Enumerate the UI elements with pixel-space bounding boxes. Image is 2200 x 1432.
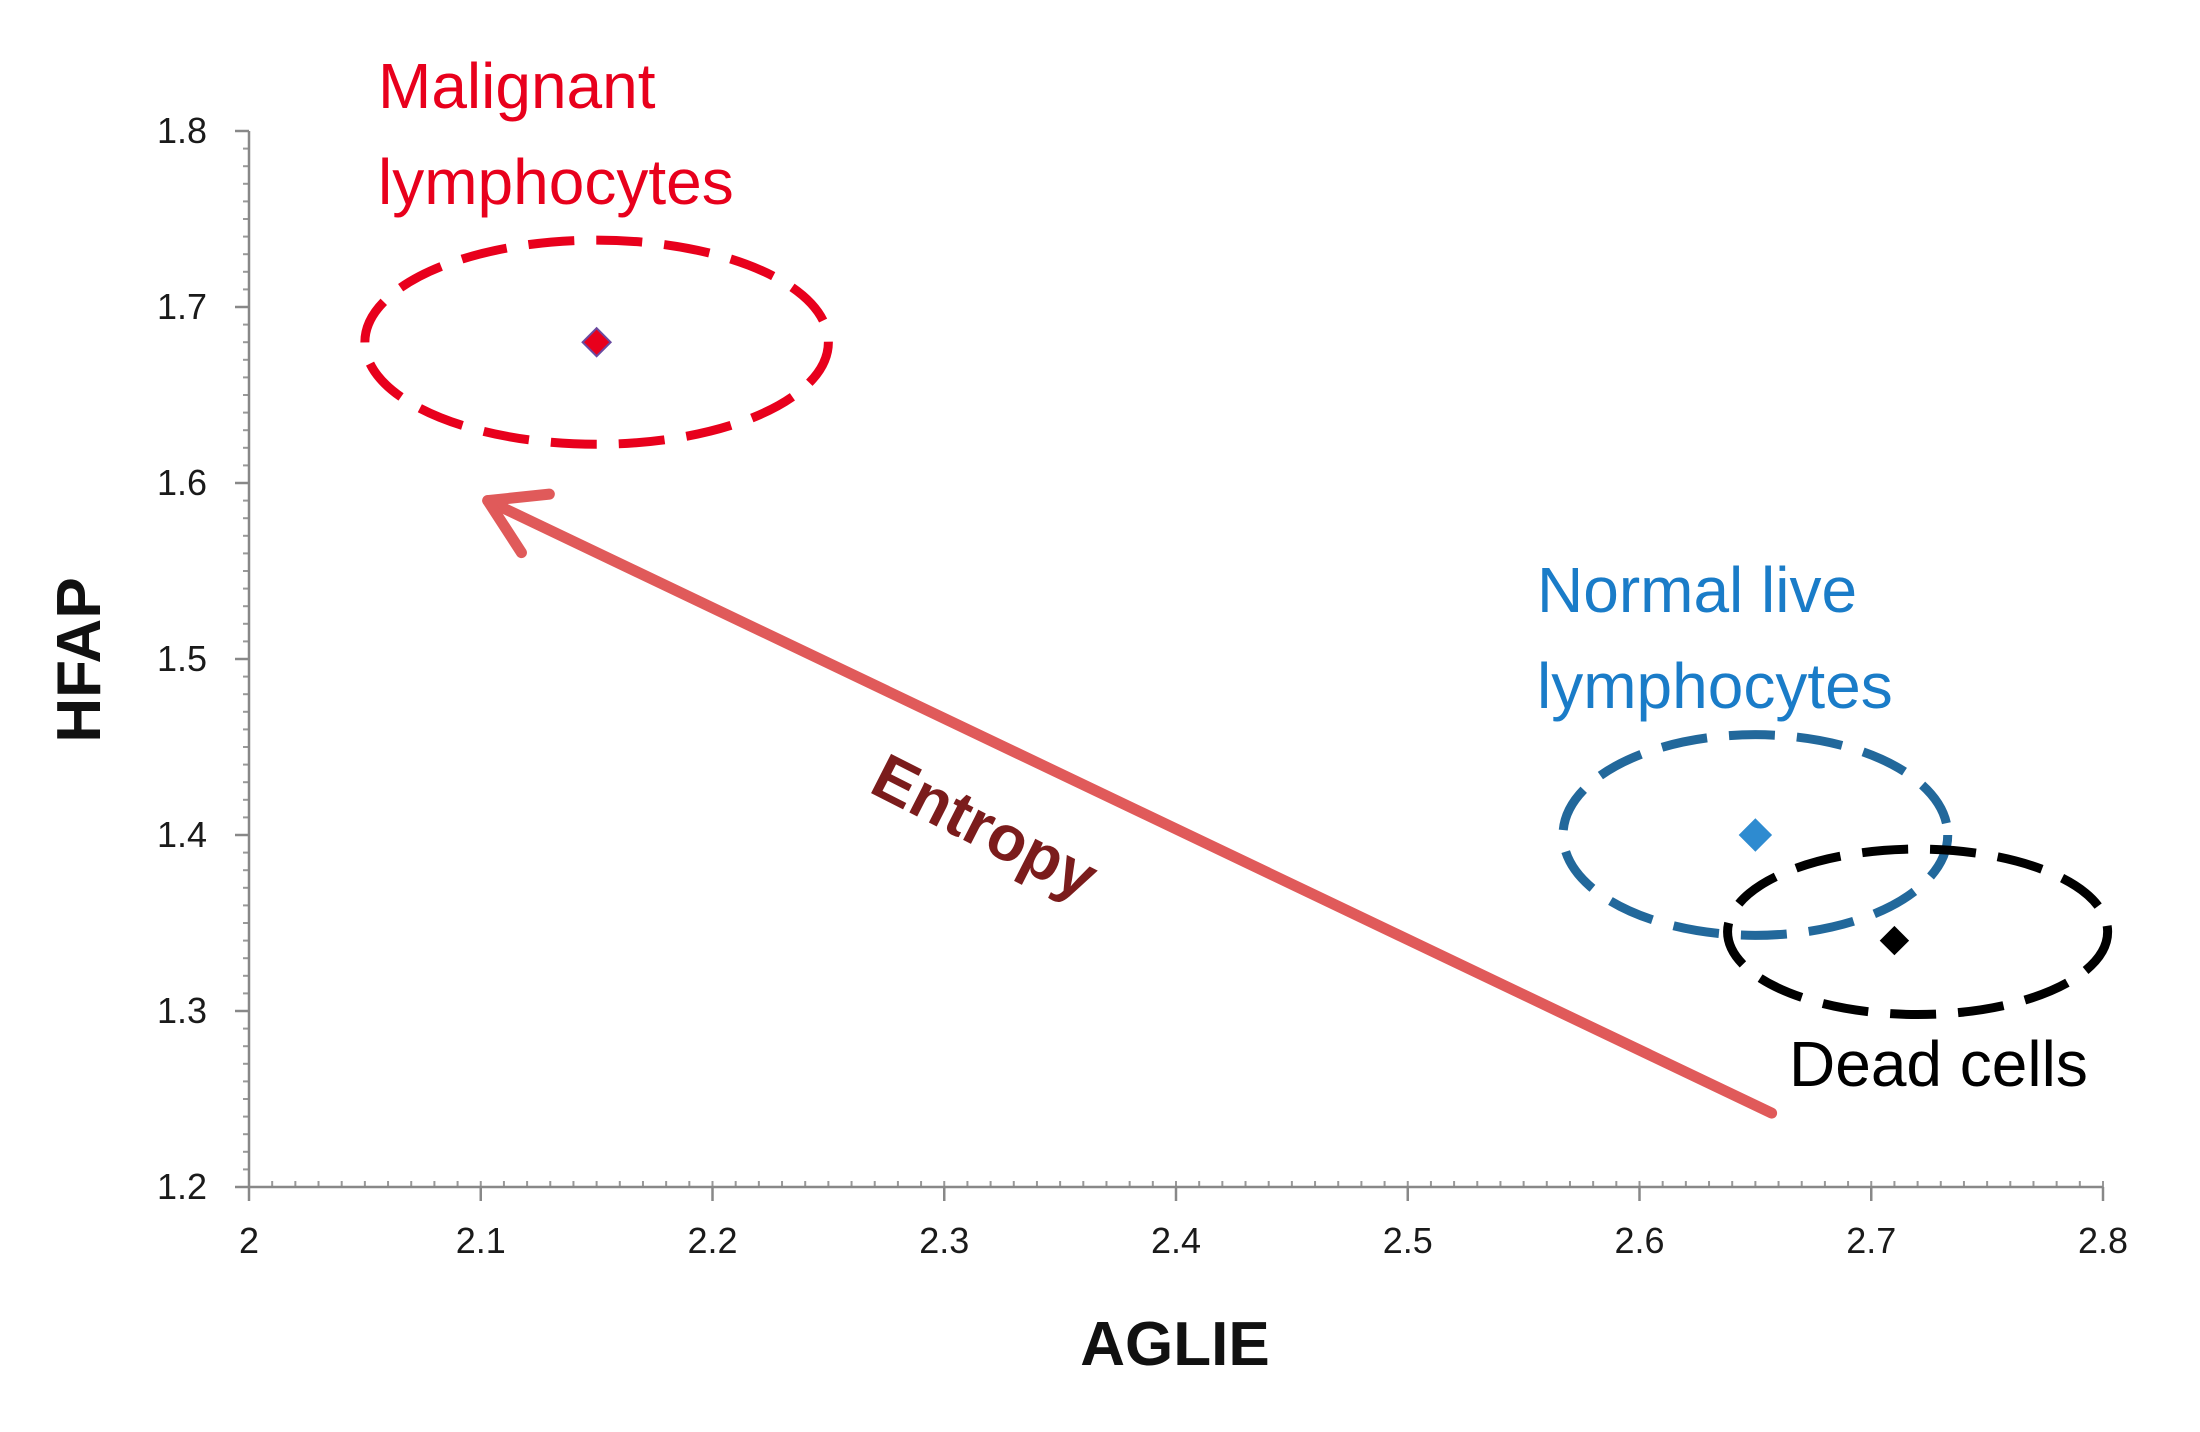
- x-tick-label: 2: [239, 1220, 259, 1261]
- entropy-arrow: [482, 488, 1778, 1119]
- y-tick-label: 1.4: [157, 814, 207, 855]
- x-tick-label: 2.3: [919, 1220, 969, 1261]
- x-tick-label: 2.4: [1151, 1220, 1201, 1261]
- x-axis-major-ticks: [247, 1187, 2105, 1201]
- y-tick-label: 1.6: [157, 462, 207, 503]
- data-points: [581, 326, 1910, 956]
- label-dead-cells: Dead cells: [1789, 1028, 2088, 1100]
- x-tick-label: 2.5: [1383, 1220, 1433, 1261]
- malignant-cluster-ellipse: [360, 235, 833, 449]
- x-axis-title: AGLIE: [1080, 1310, 1269, 1379]
- x-tick-label: 2.7: [1846, 1220, 1896, 1261]
- y-tick-label: 1.3: [157, 990, 207, 1031]
- y-axis-tick-labels: 1.2 1.3 1.4 1.5 1.6 1.7 1.8: [157, 110, 207, 1207]
- entropy-arrow-shaft: [482, 495, 1778, 1119]
- x-tick-label: 2.8: [2078, 1220, 2128, 1261]
- malignant-point: [581, 326, 613, 358]
- label-malignant-line1: Malignant: [378, 50, 656, 122]
- label-malignant-line2: lymphocytes: [378, 146, 734, 218]
- x-tick-label: 2.2: [687, 1220, 737, 1261]
- y-tick-label: 1.2: [157, 1166, 207, 1207]
- y-axis-title: HFAP: [45, 577, 114, 742]
- normal-cluster-ellipse: [1558, 730, 1953, 940]
- dead-cluster-ellipse: [1723, 844, 2113, 1020]
- label-entropy: Entropy: [861, 739, 1109, 913]
- entropy-arrow-head: [482, 488, 555, 559]
- y-axis-major-ticks: [235, 129, 249, 1189]
- normal-point: [1738, 818, 1773, 852]
- x-tick-label: 2.6: [1614, 1220, 1664, 1261]
- y-tick-label: 1.7: [157, 286, 207, 327]
- label-normal-line1: Normal live: [1537, 554, 1857, 626]
- label-normal-line2: lymphocytes: [1537, 650, 1893, 722]
- y-tick-label: 1.5: [157, 638, 207, 679]
- y-tick-label: 1.8: [157, 110, 207, 151]
- cluster-ellipses: [360, 235, 2113, 1020]
- dead-point: [1879, 925, 1910, 956]
- x-tick-label: 2.1: [456, 1220, 506, 1261]
- x-axis-tick-labels: 2 2.1 2.2 2.3 2.4 2.5 2.6 2.7 2.8: [239, 1220, 2128, 1261]
